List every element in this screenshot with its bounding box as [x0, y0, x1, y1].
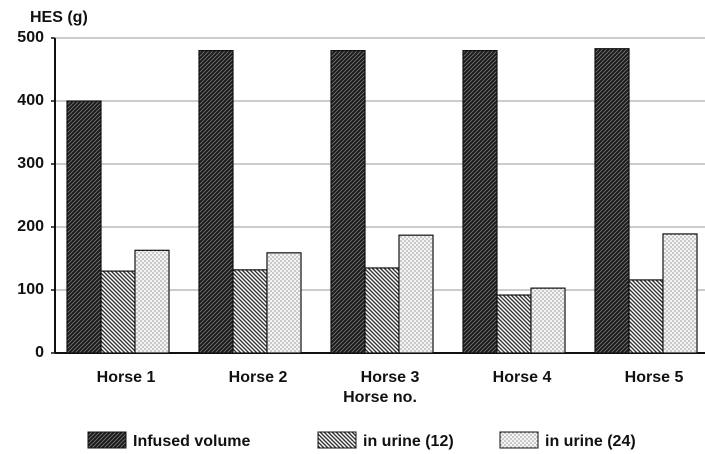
bar [594, 48, 630, 354]
legend-swatch [499, 431, 539, 449]
bar [66, 100, 102, 354]
y-tick-label: 400 [17, 92, 44, 109]
bar [134, 249, 170, 354]
y-tick-label: 300 [17, 155, 44, 172]
legend-swatch [87, 431, 127, 449]
y-tick-label: 0 [35, 344, 44, 361]
x-axis-label: Horse no. [343, 389, 417, 406]
legend-swatch [317, 431, 357, 449]
legend-label: in urine (12) [363, 433, 454, 450]
x-tick-label: Horse 5 [625, 369, 684, 386]
bar [266, 252, 302, 354]
bar [198, 49, 234, 354]
bar [462, 49, 498, 354]
bar [628, 279, 664, 354]
y-axis-label: HES (g) [30, 9, 88, 26]
bar [100, 270, 136, 354]
bar [364, 267, 400, 354]
bar [530, 287, 566, 354]
bar [330, 49, 366, 354]
x-tick-label: Horse 1 [97, 369, 156, 386]
x-tick-label: Horse 4 [493, 369, 552, 386]
y-tick-label: 500 [17, 29, 44, 46]
bar [398, 234, 434, 354]
x-tick-label: Horse 2 [229, 369, 288, 386]
bar [496, 294, 532, 354]
bar [232, 269, 268, 354]
legend-label: Infused volume [133, 433, 250, 450]
y-tick-label: 100 [17, 281, 44, 298]
x-tick-label: Horse 3 [361, 369, 420, 386]
y-tick-label: 200 [17, 218, 44, 235]
bar [662, 233, 698, 354]
legend-label: in urine (24) [545, 433, 636, 450]
